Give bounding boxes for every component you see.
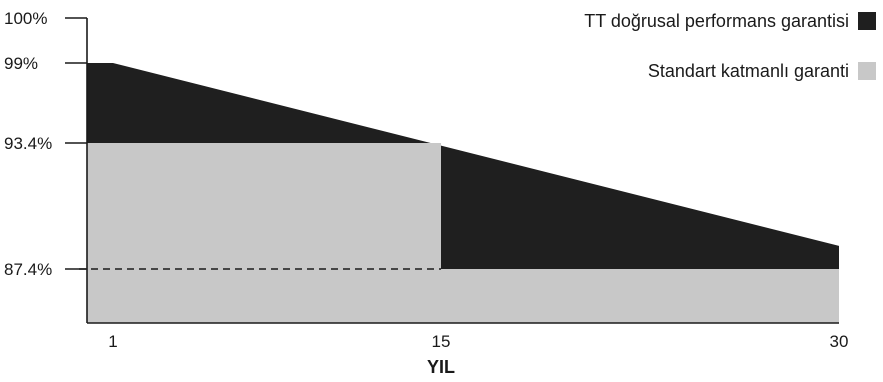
legend-swatch-standard-stepped [858, 62, 876, 80]
series-area-standard-stepped [87, 143, 839, 323]
y-tick-label: 99% [4, 54, 38, 73]
x-axis-title: YIL [427, 357, 455, 377]
y-tick-label: 93.4% [4, 134, 52, 153]
y-tick-label: 87.4% [4, 260, 52, 279]
legend-swatch-tt-linear [858, 12, 876, 30]
x-tick-label: 15 [432, 332, 451, 351]
legend-label-standard-stepped: Standart katmanlı garanti [648, 61, 849, 81]
x-tick-label: 1 [108, 332, 117, 351]
legend-label-tt-linear: TT doğrusal performans garantisi [584, 11, 849, 31]
legend: TT doğrusal performans garantisi Standart… [584, 11, 876, 81]
y-tick-label: 100% [4, 9, 47, 28]
x-tick-label: 30 [830, 332, 849, 351]
plot-layer [79, 63, 839, 323]
axis-layer: 100% 99% 93.4% 87.4% 1 15 30 YIL [4, 9, 848, 377]
